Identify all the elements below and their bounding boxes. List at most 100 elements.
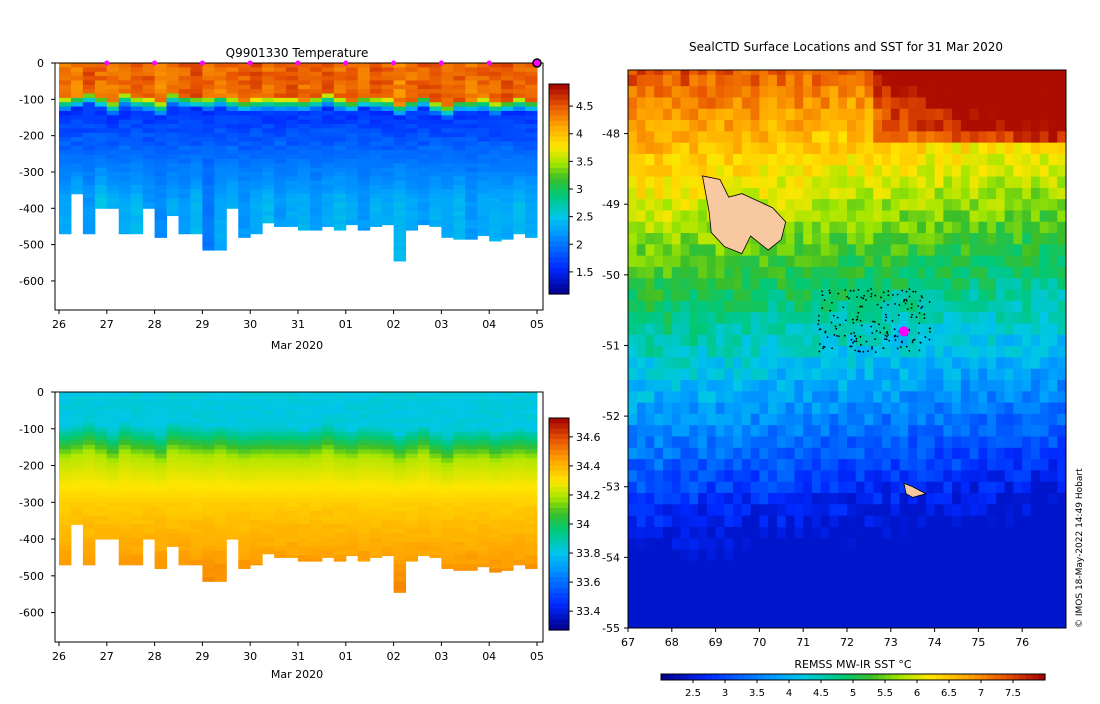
sst-cell <box>663 278 672 290</box>
temperature-cell <box>394 94 406 99</box>
salinity-cell <box>370 476 382 481</box>
salinity-cell <box>262 516 274 521</box>
sst-cell <box>891 357 900 369</box>
salinity-cell <box>465 414 477 419</box>
salinity-cell <box>370 418 382 423</box>
salinity-cell <box>418 476 430 481</box>
sst-cell <box>900 357 909 369</box>
temperature-cell <box>489 150 501 155</box>
sst-cell <box>672 617 681 629</box>
salinity-cell <box>441 427 453 432</box>
temperature-cell <box>441 120 453 125</box>
salinity-cell <box>238 454 250 459</box>
sst-cell <box>646 492 655 504</box>
sst-cell <box>838 538 847 550</box>
temperature-cell <box>59 98 71 103</box>
salinity-cell <box>226 502 238 507</box>
temperature-cell <box>322 120 334 125</box>
sst-cell <box>803 232 812 244</box>
profile-marker <box>152 61 157 66</box>
y-tick-label: -100 <box>19 423 44 436</box>
temperature-cell <box>155 98 167 103</box>
sst-cell <box>856 436 865 448</box>
salinity-cell <box>262 511 274 516</box>
salinity-cell <box>250 485 262 490</box>
salinity-cell <box>71 410 83 415</box>
salinity-cell <box>489 480 501 485</box>
temperature-cell <box>525 76 537 81</box>
sst-cell <box>794 560 803 572</box>
temperature-colorbar: 1.522.533.544.5 <box>549 84 594 295</box>
sst-cell <box>654 187 663 199</box>
salinity-cell <box>513 564 525 565</box>
sst-cell <box>716 413 725 425</box>
temperature-cell <box>370 124 382 129</box>
sst-cell <box>759 312 768 324</box>
temperature-cell <box>394 124 406 129</box>
temperature-cell <box>119 72 131 77</box>
temperature-cell <box>238 72 250 77</box>
sst-cell <box>733 368 742 380</box>
salinity-cell <box>190 476 202 481</box>
temperature-cell <box>322 76 334 81</box>
sst-cell <box>847 391 856 403</box>
salinity-cell <box>250 449 262 454</box>
sst-cell <box>838 221 847 233</box>
salinity-cell <box>59 485 71 490</box>
salinity-cell <box>143 423 155 428</box>
salinity-cell <box>441 454 453 459</box>
temperature-cell <box>214 124 226 129</box>
salinity-cell <box>418 524 430 529</box>
sst-cell <box>873 266 882 278</box>
temperature-cell <box>429 163 441 168</box>
sst-cell <box>794 391 803 403</box>
temperature-cell <box>429 155 441 160</box>
salinity-cell <box>429 542 441 547</box>
sst-cell <box>777 153 786 165</box>
salinity-cell <box>489 542 501 547</box>
salinity-cell <box>489 551 501 556</box>
temperature-cell <box>513 72 525 77</box>
salinity-cell <box>477 502 489 507</box>
temperature-cell <box>334 80 346 85</box>
temperature-cell <box>107 194 119 199</box>
temperature-cell <box>286 198 298 203</box>
temperature-cell <box>190 189 202 194</box>
sst-cell <box>646 199 655 211</box>
salinity-cell <box>334 401 346 406</box>
salinity-cell <box>465 476 477 481</box>
salinity-cell <box>370 463 382 468</box>
sst-cell <box>637 617 646 629</box>
salinity-cell <box>59 564 71 565</box>
salinity-cell <box>274 485 286 490</box>
salinity-cell <box>190 418 202 423</box>
salinity-cell <box>322 454 334 459</box>
sst-cell <box>873 108 882 120</box>
salinity-cell <box>179 529 191 534</box>
temperature-cell <box>346 102 358 107</box>
temperature-cell <box>501 80 513 85</box>
temperature-cell <box>334 150 346 155</box>
salinity-cell <box>334 392 346 397</box>
sst-cell <box>681 526 690 538</box>
temperature-cell <box>406 198 418 203</box>
temperature-cell <box>441 155 453 160</box>
salinity-cell <box>489 445 501 450</box>
salinity-cell <box>226 524 238 529</box>
salinity-cell <box>59 427 71 432</box>
temperature-cell <box>238 181 250 186</box>
salinity-cell <box>131 538 143 543</box>
sst-cell <box>803 538 812 550</box>
salinity-cell <box>298 449 310 454</box>
salinity-cell <box>441 551 453 556</box>
sst-cell <box>812 312 821 324</box>
salinity-cell <box>370 423 382 428</box>
salinity-cell <box>250 516 262 521</box>
sst-cell <box>891 515 900 527</box>
sst-cell <box>829 86 838 98</box>
temperature-cell <box>418 94 430 99</box>
salinity-cell <box>406 436 418 441</box>
salinity-cell <box>346 427 358 432</box>
temperature-cell <box>525 80 537 85</box>
